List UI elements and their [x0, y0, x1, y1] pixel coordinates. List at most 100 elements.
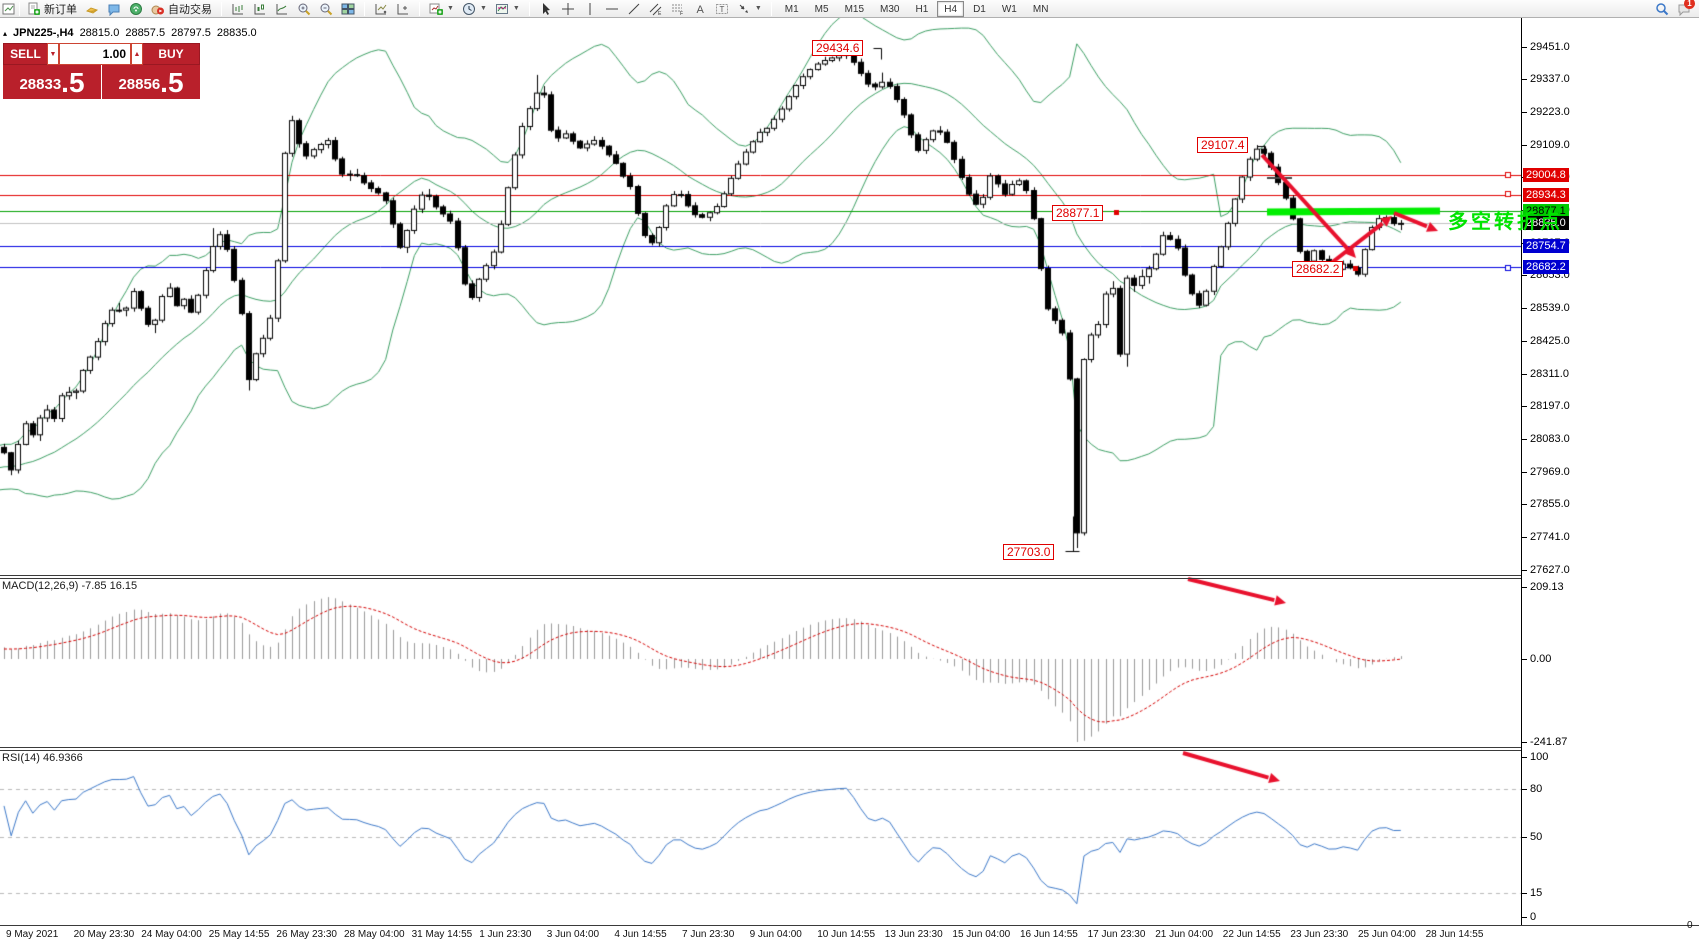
- line-chart-icon: [275, 2, 289, 16]
- chart-window-icon[interactable]: [2, 2, 16, 16]
- volume-input[interactable]: 1.00: [59, 43, 131, 65]
- zoom-in-icon: [297, 2, 311, 16]
- price-annotation-box: 28682.2: [1292, 261, 1344, 277]
- price-tick-label: 27741.0: [1530, 531, 1570, 544]
- new-order-label: 新订单: [44, 3, 77, 16]
- sell-price[interactable]: 28833 .5: [3, 65, 101, 99]
- time-axis-label: 9 May 2021: [6, 929, 59, 940]
- dropdown-caret-icon: ▼: [447, 5, 454, 12]
- vertical-line-tool-button[interactable]: [579, 0, 601, 17]
- price-annotation-box: 28877.1: [1052, 205, 1104, 221]
- time-axis-label: 31 May 14:55: [411, 929, 473, 940]
- price-annotation-box: 29107.4: [1197, 137, 1249, 153]
- ohlc-low: 28797.5: [171, 27, 211, 39]
- cursor-tool-button[interactable]: [535, 0, 557, 17]
- time-axis-label: 28 May 04:00: [344, 929, 405, 940]
- rsi-scale-label: 100: [1530, 751, 1549, 764]
- periods-button[interactable]: ▼: [458, 0, 491, 17]
- signals-button[interactable]: [125, 0, 147, 17]
- signals-icon: [129, 2, 143, 16]
- pane-separator[interactable]: [0, 747, 1699, 751]
- time-axis-label: 3 Jun 04:00: [546, 929, 600, 940]
- scale-tick: [1522, 789, 1527, 791]
- messages-icon: [107, 2, 121, 16]
- timeframe-h1[interactable]: H1: [915, 3, 929, 15]
- market-button[interactable]: [81, 0, 103, 17]
- zoom-out-button[interactable]: [315, 0, 337, 17]
- scale-tick: [1522, 537, 1527, 539]
- bar-chart-icon: [231, 2, 245, 16]
- candle-chart-button[interactable]: [249, 0, 271, 17]
- timeframe-m30[interactable]: M30: [880, 3, 900, 15]
- text-tool-button[interactable]: A: [689, 0, 711, 17]
- time-axis-label: 10 Jun 14:55: [817, 929, 876, 940]
- timeframe-m5[interactable]: M5: [814, 3, 829, 15]
- scale-tick: [1522, 757, 1527, 759]
- price-level-badge: 29004.8: [1523, 167, 1569, 182]
- time-axis-label: 23 Jun 23:30: [1290, 929, 1349, 940]
- horizontal-line-tool-button[interactable]: [601, 0, 623, 17]
- timeframe-mn[interactable]: MN: [1032, 3, 1049, 15]
- search-button[interactable]: [1651, 0, 1673, 17]
- macd-scale-label: 0.00: [1530, 653, 1552, 665]
- macd-scale-label: 209.13: [1530, 581, 1564, 593]
- timeframe-toolbar: M1 M5 M15 M30 H1 H4 D1 W1 MN: [775, 0, 1059, 18]
- price-scale[interactable]: 29451.029337.029223.029109.028995.028881…: [1521, 18, 1699, 925]
- tile-windows-icon: [341, 2, 355, 16]
- arrows-tool-button[interactable]: ▼: [733, 0, 766, 17]
- bar-chart-button[interactable]: [227, 0, 249, 17]
- pane-separator[interactable]: [0, 575, 1699, 579]
- symbol-period: JPN225-,H4: [13, 27, 74, 39]
- timeframe-d1[interactable]: D1: [973, 3, 986, 15]
- time-axis-label: 21 Jun 04:00: [1155, 929, 1214, 940]
- scale-tick: [1522, 340, 1527, 342]
- fibonacci-tool-button[interactable]: F: [667, 0, 689, 17]
- text-icon: A: [693, 2, 707, 16]
- timeframe-h4[interactable]: H4: [937, 0, 965, 17]
- autotrading-button[interactable]: 自动交易: [147, 0, 216, 17]
- navigator-button[interactable]: [392, 0, 414, 17]
- tile-windows-button[interactable]: [337, 0, 359, 17]
- crosshair-tool-button[interactable]: [557, 0, 579, 17]
- time-axis[interactable]: 0 9 May 2021 20 May 23:30 24 May 04:00 25 M…: [0, 920, 1699, 942]
- zoom-out-icon: [319, 2, 333, 16]
- channel-tool-button[interactable]: E: [645, 0, 667, 17]
- timeframe-m15[interactable]: M15: [844, 3, 865, 15]
- dropdown-caret-icon: ▼: [512, 5, 520, 12]
- price-tick-label: 29451.0: [1530, 40, 1570, 53]
- scale-tick: [1522, 79, 1527, 81]
- trendline-tool-button[interactable]: [623, 0, 645, 17]
- price-level-badge: 28835.0: [1523, 216, 1569, 231]
- timeframe-m1[interactable]: M1: [784, 3, 799, 15]
- notifications-button[interactable]: 1: [1673, 0, 1695, 17]
- volume-increase-button[interactable]: ▲: [131, 43, 143, 65]
- time-axis-label: 13 Jun 23:30: [884, 929, 943, 940]
- macd-scale-label: -241.87: [1530, 736, 1568, 748]
- scale-tick: [1522, 837, 1527, 839]
- chart-canvas[interactable]: [0, 18, 1521, 926]
- time-axis-label: 24 May 04:00: [141, 929, 202, 940]
- buy-price[interactable]: 28856 .5: [102, 65, 200, 99]
- scale-tick: [1522, 46, 1527, 48]
- data-window-button[interactable]: [370, 0, 392, 17]
- templates-button[interactable]: ▼: [491, 0, 524, 17]
- new-order-button[interactable]: 新订单: [23, 0, 81, 17]
- time-axis-label: 28 Jun 14:55: [1425, 929, 1484, 940]
- timeframe-w1[interactable]: W1: [1001, 3, 1017, 15]
- sell-button[interactable]: SELL: [3, 43, 47, 65]
- time-axis-label: 20 May 23:30: [73, 929, 135, 940]
- cursor-icon: [539, 2, 553, 16]
- market-icon: [85, 2, 99, 16]
- add-indicator-button[interactable]: ▼: [425, 0, 458, 17]
- zoom-in-button[interactable]: [293, 0, 315, 17]
- toolbar-separator: [528, 1, 530, 16]
- scale-tick: [1522, 144, 1527, 146]
- buy-button[interactable]: BUY: [143, 43, 200, 65]
- time-axis-label: 9 Jun 04:00: [749, 929, 802, 940]
- volume-decrease-button[interactable]: ▼: [47, 43, 59, 65]
- scale-tick: [1522, 111, 1527, 113]
- line-chart-button[interactable]: [271, 0, 293, 17]
- label-tool-button[interactable]: T: [711, 0, 733, 17]
- scale-tick: [1522, 406, 1527, 408]
- messages-button[interactable]: [103, 0, 125, 17]
